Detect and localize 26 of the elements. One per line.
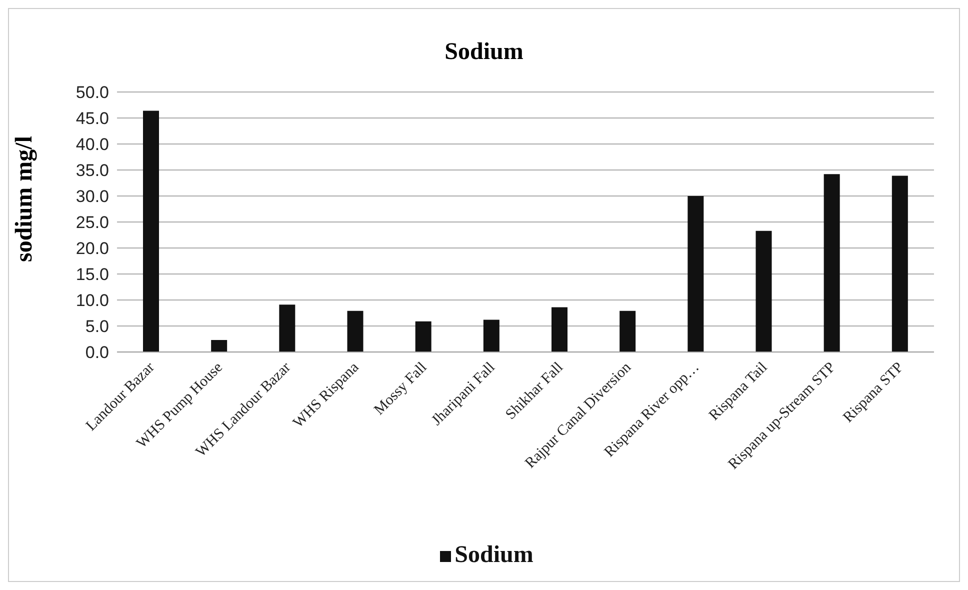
bar (824, 174, 840, 352)
bar (620, 310, 636, 352)
y-axis-title: sodium mg/l (12, 136, 38, 262)
y-tick-label: 30.0 (76, 187, 109, 206)
y-tick-label: 15.0 (76, 265, 109, 284)
y-tick-label: 35.0 (76, 161, 109, 180)
bar (688, 196, 704, 352)
y-tick-label: 45.0 (76, 109, 109, 128)
bar (143, 110, 159, 352)
y-tick-label: 10.0 (76, 291, 109, 310)
bar (279, 304, 296, 352)
y-tick-label: 50.0 (76, 83, 109, 102)
y-tick-label: 25.0 (76, 213, 109, 232)
legend-label: Sodium (454, 542, 534, 568)
bar (347, 310, 364, 352)
bar (552, 307, 568, 352)
bar (483, 320, 500, 352)
bar (756, 230, 772, 352)
y-tick-label: 40.0 (76, 135, 109, 154)
chart-title: Sodium (444, 39, 524, 66)
y-tick-label: 0.0 (85, 343, 109, 362)
y-tick-label: 5.0 (85, 317, 109, 336)
bar (415, 321, 432, 352)
y-tick-label: 20.0 (76, 239, 109, 258)
bar (892, 176, 908, 352)
bar (211, 340, 228, 352)
